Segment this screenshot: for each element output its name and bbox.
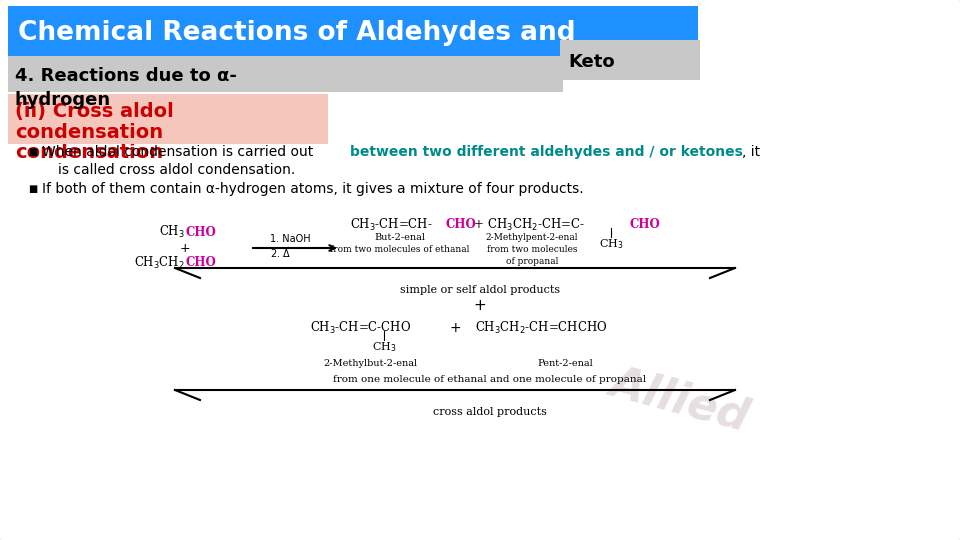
Text: CH$_3$CH$_2$-CH=CHCHO: CH$_3$CH$_2$-CH=CHCHO bbox=[475, 320, 608, 336]
Text: +: + bbox=[180, 241, 190, 254]
Text: is called cross aldol condensation.: is called cross aldol condensation. bbox=[58, 163, 296, 177]
Text: CH$_3$CH$_2$: CH$_3$CH$_2$ bbox=[134, 255, 185, 271]
Text: CH$_3$-CH=C-CHO: CH$_3$-CH=C-CHO bbox=[310, 320, 411, 336]
Text: 2-Methylpent-2-enal: 2-Methylpent-2-enal bbox=[486, 233, 578, 242]
Text: ■: ■ bbox=[28, 184, 37, 194]
Text: condensation: condensation bbox=[15, 123, 163, 141]
FancyBboxPatch shape bbox=[8, 6, 698, 56]
Text: of propanal: of propanal bbox=[506, 256, 558, 266]
Text: But-2-enal: But-2-enal bbox=[374, 233, 425, 242]
Text: 1. NaOH: 1. NaOH bbox=[270, 234, 311, 244]
Text: 2. $\Delta$: 2. $\Delta$ bbox=[270, 247, 291, 259]
Text: CH$_3$: CH$_3$ bbox=[159, 224, 185, 240]
Text: CH$_3$: CH$_3$ bbox=[372, 340, 396, 354]
Text: , it: , it bbox=[742, 145, 760, 159]
Text: 4. Reactions due to α-: 4. Reactions due to α- bbox=[15, 67, 237, 85]
Text: Keto: Keto bbox=[568, 53, 614, 71]
Text: CHO: CHO bbox=[185, 256, 216, 269]
Text: CHO: CHO bbox=[185, 226, 216, 239]
Text: CHO: CHO bbox=[630, 219, 660, 232]
Text: Pent-2-enal: Pent-2-enal bbox=[538, 359, 593, 368]
Text: cross aldol products: cross aldol products bbox=[433, 407, 547, 417]
Text: (ii) Cross aldol: (ii) Cross aldol bbox=[15, 103, 174, 122]
Text: from one molecule of ethanal and one molecule of propanal: from one molecule of ethanal and one mol… bbox=[333, 375, 647, 384]
Text: +: + bbox=[473, 298, 487, 313]
Text: + CH$_3$CH$_2$-CH=C-: + CH$_3$CH$_2$-CH=C- bbox=[470, 217, 585, 233]
Text: 2-Methylbut-2-enal: 2-Methylbut-2-enal bbox=[323, 359, 417, 368]
Text: Chemical Reactions of Aldehydes and: Chemical Reactions of Aldehydes and bbox=[18, 20, 576, 46]
Text: simple or self aldol products: simple or self aldol products bbox=[400, 285, 560, 295]
FancyBboxPatch shape bbox=[8, 56, 563, 92]
Text: from two molecules: from two molecules bbox=[487, 246, 577, 254]
Text: +: + bbox=[449, 321, 461, 335]
Text: from two molecules of ethanal: from two molecules of ethanal bbox=[330, 246, 469, 254]
FancyBboxPatch shape bbox=[560, 40, 700, 80]
FancyBboxPatch shape bbox=[8, 94, 328, 144]
Text: CHO: CHO bbox=[446, 219, 477, 232]
Text: CH$_3$-CH=CH-: CH$_3$-CH=CH- bbox=[350, 217, 433, 233]
Text: If both of them contain α-hydrogen atoms, it gives a mixture of four products.: If both of them contain α-hydrogen atoms… bbox=[42, 182, 584, 196]
Text: between two different aldehydes and / or ketones: between two different aldehydes and / or… bbox=[350, 145, 743, 159]
Text: Allied: Allied bbox=[606, 361, 755, 439]
Text: condensation: condensation bbox=[15, 143, 163, 161]
Text: CH$_3$: CH$_3$ bbox=[599, 237, 623, 251]
Text: When aldol condensation is carried out: When aldol condensation is carried out bbox=[42, 145, 318, 159]
Text: ■: ■ bbox=[28, 147, 37, 157]
Text: hydrogen: hydrogen bbox=[15, 91, 111, 109]
